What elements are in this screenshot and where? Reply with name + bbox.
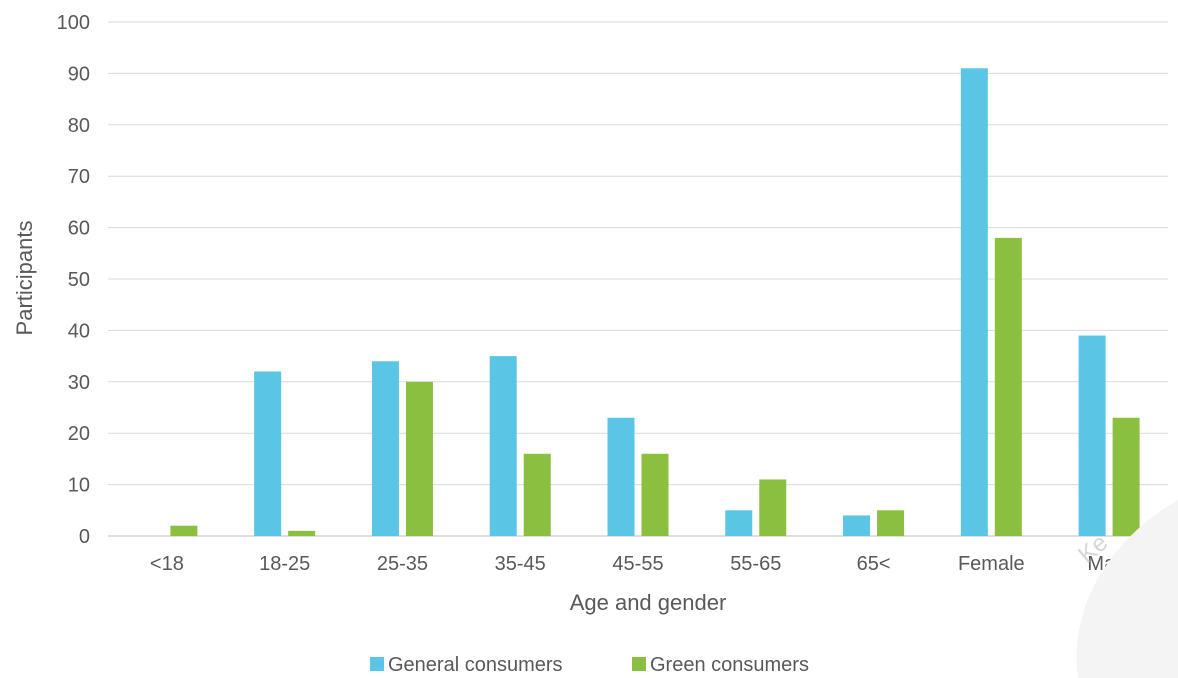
bar-green-6 [877, 510, 905, 536]
y-tick-label: 30 [68, 372, 90, 394]
bar-general-2 [371, 361, 399, 536]
x-tick-label: 35-45 [495, 553, 546, 575]
x-tick-label: <18 [150, 553, 184, 575]
bar-green-8 [1112, 417, 1140, 536]
legend-swatch-1 [632, 657, 646, 671]
y-tick-label: 70 [68, 166, 90, 188]
svg-text:Ke: Ke [1073, 529, 1113, 569]
gridlines [108, 21, 1168, 537]
y-tick-label: 50 [68, 269, 90, 291]
y-tick-label: 100 [57, 12, 90, 34]
y-tick-label: 60 [68, 218, 90, 240]
x-tick-label: Female [958, 553, 1025, 575]
bar-green-0 [170, 525, 198, 536]
legend-label-0: General consumers [388, 654, 563, 676]
y-tick-label: 40 [68, 320, 90, 342]
bar-general-8 [1078, 335, 1106, 536]
y-axis-ticks: 0 10 20 30 40 50 60 70 80 90 100 [57, 12, 90, 548]
watermark-logo: Ke [1073, 500, 1178, 678]
x-axis-title: Age and gender [570, 590, 727, 615]
bars [170, 68, 1140, 536]
bar-green-7 [994, 237, 1022, 536]
bar-green-1 [288, 530, 316, 536]
x-tick-label: 55-65 [730, 553, 781, 575]
bar-general-1 [254, 371, 282, 536]
bar-green-2 [405, 381, 433, 536]
legend: General consumers Green consumers [370, 654, 809, 676]
bar-general-4 [607, 417, 635, 536]
x-tick-label: 25-35 [377, 553, 428, 575]
x-tick-label: 45-55 [612, 553, 663, 575]
bar-general-7 [960, 68, 988, 536]
bar-green-5 [759, 479, 787, 536]
y-tick-label: 90 [68, 63, 90, 85]
bar-green-3 [523, 453, 551, 536]
bar-general-5 [725, 510, 753, 536]
y-tick-label: 20 [68, 423, 90, 445]
y-tick-label: 80 [68, 115, 90, 137]
y-tick-label: 0 [79, 526, 90, 548]
x-tick-label: 65< [857, 553, 891, 575]
legend-swatch-0 [370, 657, 384, 671]
y-axis-title: Participants [12, 221, 37, 336]
bar-general-6 [843, 515, 871, 536]
bar-green-4 [641, 453, 669, 536]
x-tick-label: 18-25 [259, 553, 310, 575]
y-tick-label: 10 [68, 475, 90, 497]
x-axis-ticks: <1818-2525-3535-4545-5555-6565<FemaleMal… [150, 553, 1131, 575]
bar-general-3 [489, 356, 517, 536]
legend-label-1: Green consumers [650, 654, 809, 676]
